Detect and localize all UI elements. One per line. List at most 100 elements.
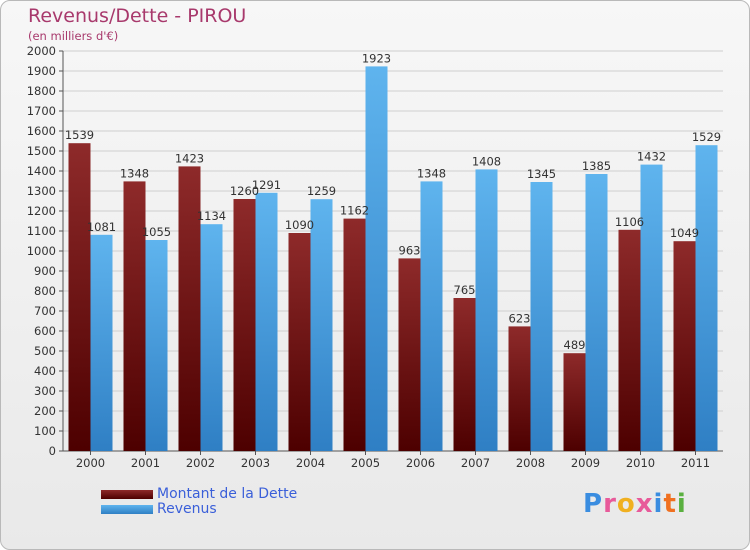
bar-dette bbox=[233, 199, 256, 451]
bar-revenus bbox=[530, 182, 553, 451]
data-label: 765 bbox=[454, 283, 476, 297]
bar-dette bbox=[618, 229, 641, 451]
data-label: 1348 bbox=[120, 166, 149, 180]
bar-revenus bbox=[365, 66, 388, 452]
data-label: 1432 bbox=[637, 150, 666, 164]
y-tick-label: 0 bbox=[49, 444, 56, 458]
y-tick-label: 1600 bbox=[27, 124, 56, 138]
bar-revenus bbox=[145, 240, 168, 451]
y-tick-label: 500 bbox=[34, 344, 56, 358]
data-label: 1923 bbox=[362, 51, 391, 65]
data-label: 1348 bbox=[417, 166, 446, 180]
axes: 0 100 200 300 400 500 600 700 800 900 1000 1100 1200… bbox=[27, 44, 723, 470]
data-label: 1106 bbox=[615, 215, 644, 229]
y-tick-label: 700 bbox=[34, 304, 56, 318]
data-label: 1423 bbox=[175, 151, 204, 165]
data-label: 1539 bbox=[65, 128, 94, 142]
x-tick-label: 2009 bbox=[571, 456, 600, 470]
bar-revenus bbox=[640, 164, 663, 451]
data-label: 963 bbox=[399, 243, 421, 257]
x-tick-label: 2005 bbox=[351, 456, 380, 470]
y-tick-label: 1700 bbox=[27, 104, 56, 118]
bar-revenus bbox=[255, 192, 278, 452]
x-tick-label: 2003 bbox=[241, 456, 270, 470]
bars bbox=[68, 66, 718, 452]
chart-subtitle: (en milliers d'€) bbox=[28, 29, 119, 43]
data-label: 1291 bbox=[252, 178, 281, 192]
chart-title: Revenus/Dette - PIROU bbox=[28, 5, 247, 27]
y-tick-label: 1000 bbox=[27, 244, 56, 258]
legend-item-revenus: Revenus bbox=[101, 502, 297, 517]
logo-letter: i bbox=[676, 489, 687, 519]
y-tick-label: 1100 bbox=[27, 224, 56, 238]
data-label: 1385 bbox=[582, 159, 611, 173]
y-tick-label: 100 bbox=[34, 424, 56, 438]
data-label: 1055 bbox=[142, 225, 171, 239]
data-label: 1134 bbox=[197, 209, 226, 223]
y-tick-label: 200 bbox=[34, 404, 56, 418]
y-tick-label: 600 bbox=[34, 324, 56, 338]
x-tick-label: 2006 bbox=[406, 456, 435, 470]
y-tick-label: 1200 bbox=[27, 204, 56, 218]
data-label: 1260 bbox=[230, 184, 259, 198]
y-tick-label: 300 bbox=[34, 384, 56, 398]
bar-dette bbox=[508, 326, 531, 451]
bar-dette bbox=[178, 166, 201, 451]
bar-revenus bbox=[585, 174, 608, 451]
data-label: 1081 bbox=[87, 220, 116, 234]
y-tick-label: 400 bbox=[34, 364, 56, 378]
data-label: 1345 bbox=[527, 167, 556, 181]
data-label: 1162 bbox=[340, 204, 369, 218]
x-tick-label: 2010 bbox=[626, 456, 655, 470]
y-tick-label: 1900 bbox=[27, 64, 56, 78]
proxiti-logo: Proxiti bbox=[583, 489, 687, 519]
bar-dette bbox=[673, 241, 696, 451]
bar-revenus bbox=[695, 145, 718, 451]
grid-lines bbox=[63, 50, 723, 452]
x-tick-label: 2002 bbox=[186, 456, 215, 470]
bar-revenus bbox=[90, 234, 113, 451]
bar-revenus bbox=[420, 181, 443, 451]
logo-letter: x bbox=[635, 489, 654, 519]
bar-dette bbox=[453, 298, 476, 451]
data-label: 623 bbox=[509, 311, 531, 325]
bar-revenus bbox=[200, 224, 223, 451]
x-tick-label: 2004 bbox=[296, 456, 325, 470]
legend-swatch-revenus bbox=[101, 505, 153, 514]
bar-dette bbox=[123, 181, 146, 451]
logo-letter: i bbox=[653, 489, 664, 519]
y-tick-label: 800 bbox=[34, 284, 56, 298]
y-tick-label: 1400 bbox=[27, 164, 56, 178]
bar-dette bbox=[288, 233, 311, 451]
y-tick-label: 2000 bbox=[27, 44, 56, 58]
legend: Montant de la Dette Revenus bbox=[101, 487, 297, 517]
legend-label-revenus: Revenus bbox=[157, 501, 217, 517]
legend-label-debt: Montant de la Dette bbox=[157, 486, 298, 502]
logo-letter: P bbox=[583, 489, 604, 519]
data-label: 489 bbox=[564, 338, 586, 352]
x-tick-label: 2011 bbox=[681, 456, 710, 470]
data-label: 1049 bbox=[670, 226, 699, 240]
bar-revenus bbox=[310, 199, 333, 451]
y-tick-label: 1300 bbox=[27, 184, 56, 198]
legend-swatch-debt bbox=[101, 490, 153, 499]
data-label: 1259 bbox=[307, 184, 336, 198]
bar-dette bbox=[68, 143, 91, 451]
bar-dette bbox=[398, 258, 421, 451]
bar-dette bbox=[343, 218, 366, 451]
y-tick-label: 1800 bbox=[27, 84, 56, 98]
logo-letter: r bbox=[603, 489, 617, 519]
data-label: 1090 bbox=[285, 218, 314, 232]
bar-revenus bbox=[475, 169, 498, 451]
x-tick-label: 2000 bbox=[76, 456, 105, 470]
x-tick-label: 2008 bbox=[516, 456, 545, 470]
logo-letter: o bbox=[616, 489, 636, 519]
logo-letter: t bbox=[663, 489, 677, 519]
x-tick-label: 2001 bbox=[131, 456, 160, 470]
data-label: 1529 bbox=[692, 130, 721, 144]
y-tick-label: 1500 bbox=[27, 144, 56, 158]
bar-dette bbox=[563, 353, 586, 451]
